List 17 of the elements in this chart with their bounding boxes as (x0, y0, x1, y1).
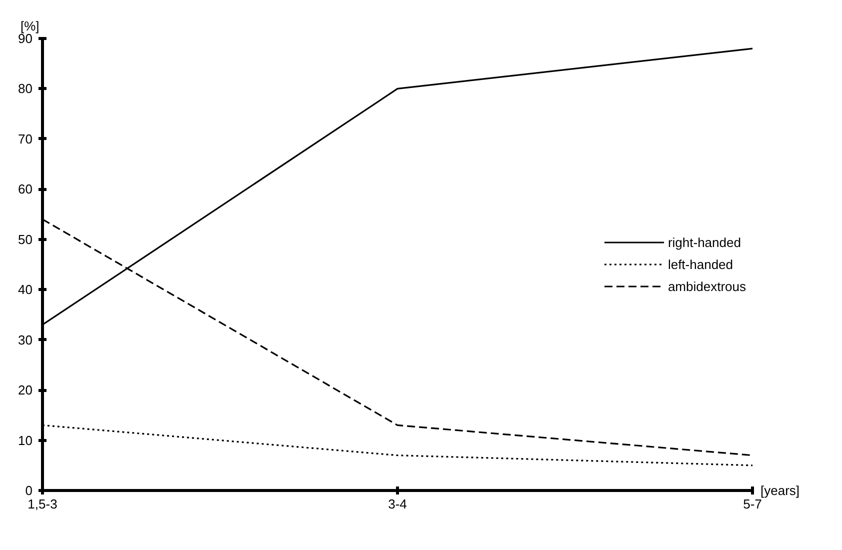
y-tick-label: 80 (18, 81, 33, 96)
y-tick-label: 20 (18, 382, 33, 398)
x-tick-label: 1,5-3 (28, 496, 58, 512)
y-tick-label: 40 (18, 282, 33, 298)
y-axis-title: [%] (20, 18, 40, 34)
x-axis-title: [years] (760, 483, 800, 498)
y-tick-label: 60 (18, 182, 33, 197)
legend-label: ambidextrous (668, 278, 746, 294)
y-tick-label: 0 (25, 483, 33, 498)
y-tick-label: 10 (18, 432, 33, 448)
legend-label: right-handed (668, 234, 741, 250)
legend-label: left-handed (668, 256, 734, 272)
y-tick-label: 70 (18, 131, 33, 146)
y-tick-label: 30 (18, 332, 33, 348)
y-tick-label: 50 (18, 232, 33, 247)
x-tick-label: 3-4 (388, 496, 407, 512)
x-tick-label: 5-7 (743, 496, 762, 512)
